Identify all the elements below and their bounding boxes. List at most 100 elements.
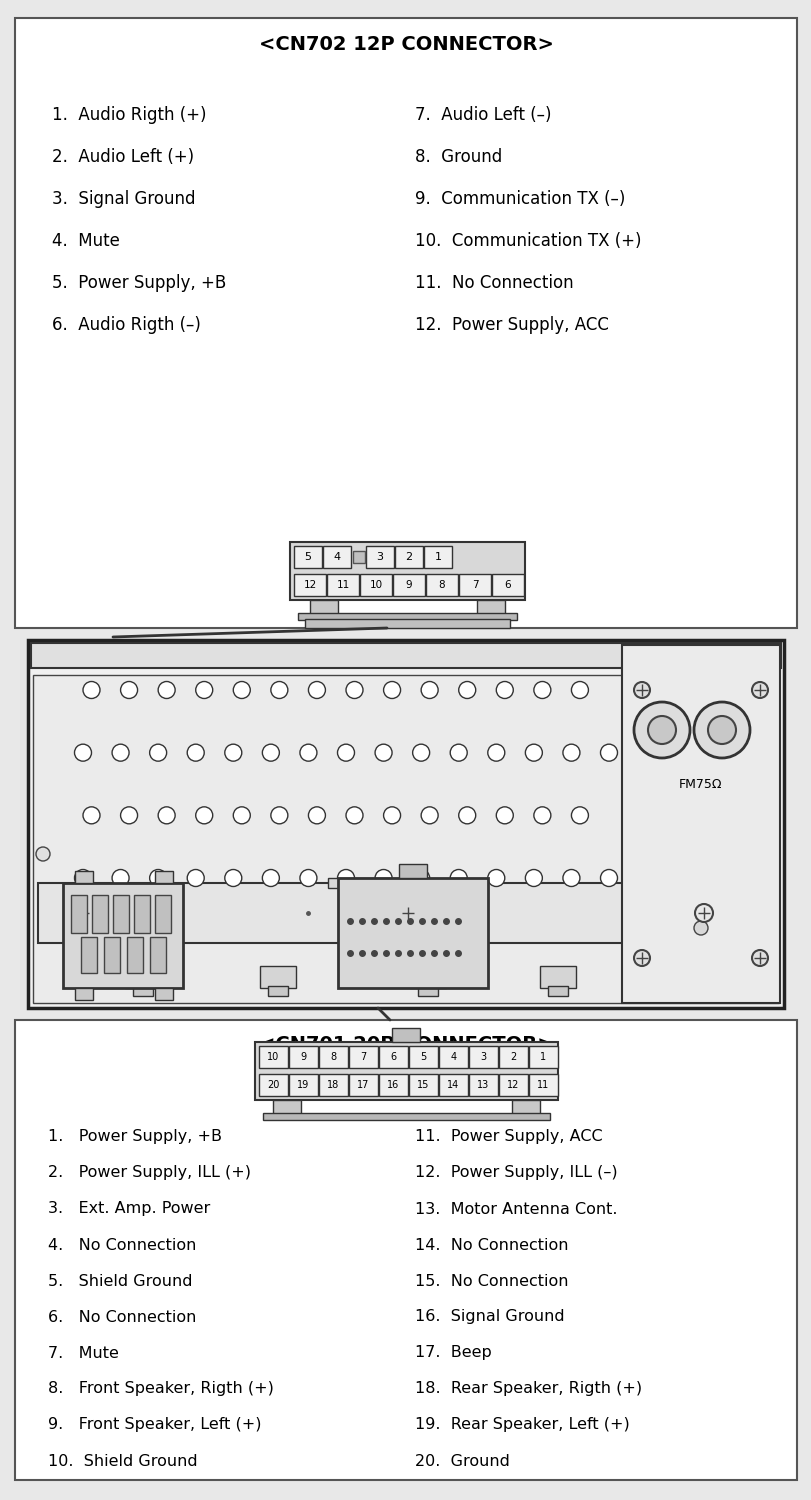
Circle shape <box>112 744 129 760</box>
Circle shape <box>262 870 279 886</box>
Circle shape <box>233 807 250 824</box>
Bar <box>155 988 173 1000</box>
Circle shape <box>262 744 279 760</box>
Text: 15: 15 <box>417 1080 429 1090</box>
Text: 8: 8 <box>438 580 444 590</box>
Text: 18: 18 <box>327 1080 339 1090</box>
Text: 1.  Audio Rigth (+): 1. Audio Rigth (+) <box>52 106 206 124</box>
Circle shape <box>533 807 550 824</box>
Circle shape <box>571 807 588 824</box>
Bar <box>15 18 796 628</box>
Circle shape <box>458 807 475 824</box>
Circle shape <box>233 681 250 699</box>
Bar <box>398 864 427 877</box>
Bar <box>155 871 173 883</box>
Circle shape <box>449 870 466 886</box>
Circle shape <box>633 682 649 698</box>
Text: <CN702 12P CONNECTOR>: <CN702 12P CONNECTOR> <box>258 36 553 54</box>
Text: 7: 7 <box>471 580 478 590</box>
Bar <box>323 546 350 568</box>
Text: 1: 1 <box>540 1052 546 1062</box>
Bar <box>127 938 143 974</box>
Bar <box>260 966 296 988</box>
Bar <box>255 1042 557 1100</box>
Text: 7.   Mute: 7. Mute <box>48 1346 118 1360</box>
Circle shape <box>562 744 579 760</box>
Text: 2: 2 <box>405 552 412 562</box>
Circle shape <box>120 807 137 824</box>
Text: 17.  Beep: 17. Beep <box>414 1346 491 1360</box>
Circle shape <box>299 744 316 760</box>
Text: 3.  Signal Ground: 3. Signal Ground <box>52 190 195 208</box>
Circle shape <box>375 744 392 760</box>
Bar <box>528 1046 557 1068</box>
Bar <box>75 988 93 1000</box>
Circle shape <box>412 870 429 886</box>
Circle shape <box>421 681 438 699</box>
Bar <box>33 675 778 1004</box>
Circle shape <box>271 681 288 699</box>
Bar <box>310 600 337 613</box>
Bar <box>469 1074 497 1096</box>
Circle shape <box>707 716 735 744</box>
Text: 12: 12 <box>507 1080 519 1090</box>
Bar <box>294 546 322 568</box>
Circle shape <box>120 681 137 699</box>
Text: 12.  Power Supply, ILL (–): 12. Power Supply, ILL (–) <box>414 1166 617 1180</box>
Text: 17: 17 <box>357 1080 369 1090</box>
Bar <box>104 938 120 974</box>
Bar <box>379 1074 407 1096</box>
Circle shape <box>458 681 475 699</box>
Text: 9: 9 <box>406 580 412 590</box>
Bar <box>359 574 392 596</box>
Bar <box>268 986 288 996</box>
Bar <box>113 896 129 933</box>
Circle shape <box>693 702 749 758</box>
Bar <box>499 1046 527 1068</box>
Bar <box>133 986 152 996</box>
Text: 3: 3 <box>376 552 383 562</box>
Bar <box>458 574 491 596</box>
Circle shape <box>75 744 92 760</box>
Text: 1.   Power Supply, +B: 1. Power Supply, +B <box>48 1130 221 1144</box>
Circle shape <box>600 744 616 760</box>
Circle shape <box>149 870 166 886</box>
Circle shape <box>496 681 513 699</box>
Text: FM75Ω: FM75Ω <box>679 778 722 792</box>
Circle shape <box>187 744 204 760</box>
Bar <box>499 1074 527 1096</box>
Text: 10: 10 <box>267 1052 279 1062</box>
Circle shape <box>225 744 242 760</box>
Text: 10.  Communication TX (+): 10. Communication TX (+) <box>414 232 641 250</box>
Bar <box>393 574 424 596</box>
Bar <box>512 1100 539 1114</box>
Circle shape <box>487 744 504 760</box>
Bar <box>319 1046 348 1068</box>
Text: 14.  No Connection: 14. No Connection <box>414 1238 568 1252</box>
Text: 7: 7 <box>360 1052 367 1062</box>
Bar <box>28 640 783 1008</box>
Bar <box>426 574 457 596</box>
Bar <box>423 546 452 568</box>
Bar <box>328 878 427 888</box>
Circle shape <box>299 870 316 886</box>
Bar <box>71 896 87 933</box>
Bar <box>63 884 182 989</box>
Bar <box>353 550 365 562</box>
Text: 6.   No Connection: 6. No Connection <box>48 1310 196 1324</box>
Circle shape <box>449 744 466 760</box>
Text: 8.   Front Speaker, Rigth (+): 8. Front Speaker, Rigth (+) <box>48 1382 273 1396</box>
Bar <box>319 1074 348 1096</box>
Circle shape <box>751 682 767 698</box>
Bar <box>92 896 108 933</box>
Text: 9.  Communication TX (–): 9. Communication TX (–) <box>414 190 624 208</box>
Text: 8: 8 <box>330 1052 336 1062</box>
Text: 5.  Power Supply, +B: 5. Power Supply, +B <box>52 274 226 292</box>
Circle shape <box>195 681 212 699</box>
Bar <box>469 1046 497 1068</box>
Circle shape <box>421 807 438 824</box>
Text: 9.   Front Speaker, Left (+): 9. Front Speaker, Left (+) <box>48 1418 261 1432</box>
Text: 16: 16 <box>387 1080 399 1090</box>
Text: 12.  Power Supply, ACC: 12. Power Supply, ACC <box>414 316 608 334</box>
Text: 7.  Audio Left (–): 7. Audio Left (–) <box>414 106 551 124</box>
